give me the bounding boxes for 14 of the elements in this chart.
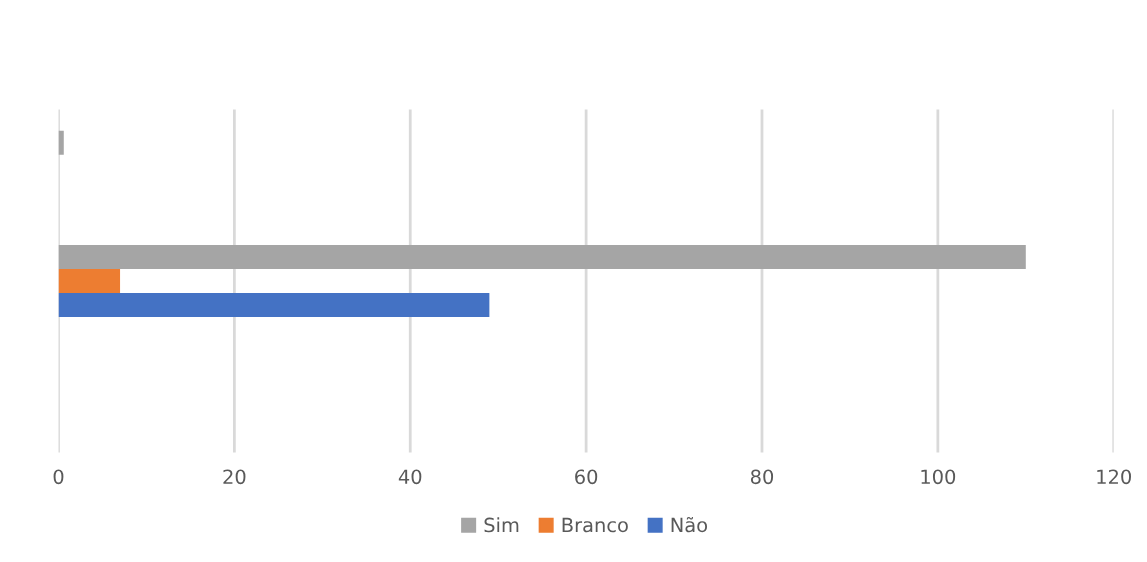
bar bbox=[58, 293, 490, 317]
legend-label: Sim bbox=[484, 517, 519, 533]
bar bbox=[58, 130, 64, 155]
x-tick-label: 100 bbox=[921, 469, 956, 485]
legend-label: Não bbox=[671, 516, 708, 533]
x-tick-label: 0 bbox=[53, 469, 64, 485]
x-tick-label: 60 bbox=[575, 469, 598, 485]
bar bbox=[58, 269, 121, 293]
bar bbox=[58, 245, 1026, 269]
x-tick-label: 80 bbox=[750, 469, 774, 485]
x-tick-label: 20 bbox=[223, 469, 246, 485]
x-tick-label: 40 bbox=[398, 469, 422, 485]
x-tick-label: 120 bbox=[1097, 469, 1131, 485]
legend-label: Branco bbox=[562, 517, 628, 533]
